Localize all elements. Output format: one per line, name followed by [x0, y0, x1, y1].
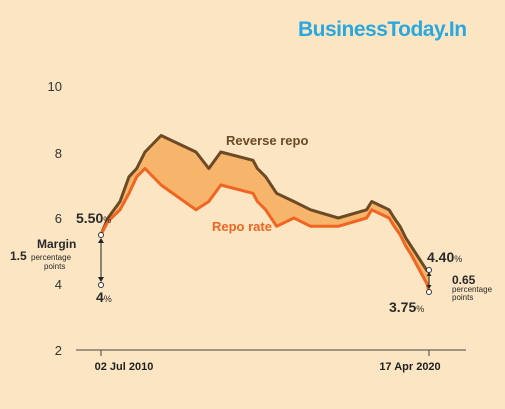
margin-area — [101, 135, 429, 293]
y-tick-10: 10 — [48, 79, 62, 94]
margin-start-title: Margin — [37, 237, 76, 251]
x-tick-end: 17 Apr 2020 — [379, 361, 440, 373]
marker-start-top — [98, 232, 104, 238]
margin-end-arrowhead-down — [426, 285, 432, 289]
y-tick-2: 2 — [55, 343, 62, 358]
marker-start-bottom — [98, 282, 104, 288]
series-label-reverse-repo: Reverse repo — [226, 133, 308, 148]
margin-start-unit-line2: points — [44, 262, 65, 271]
marker-end-top — [426, 267, 432, 273]
margin-start-unit-line1: percentage — [31, 253, 72, 262]
line-upper — [99, 134, 429, 273]
y-tick-8: 8 — [55, 146, 62, 161]
y-tick-6: 6 — [55, 211, 62, 226]
series-label-repo-rate: Repo rate — [212, 219, 272, 234]
x-tick-start: 02 Jul 2010 — [95, 361, 154, 373]
margin-start-value: 1.5 — [10, 249, 27, 263]
brand-logo: BusinessToday.In — [298, 18, 467, 41]
margin-start-arrowhead-up — [98, 238, 104, 243]
start-bottom-value: 4% — [96, 289, 112, 305]
margin-end-arrowhead-up — [426, 272, 432, 276]
end-bottom-value: 3.75% — [389, 299, 424, 315]
margin-end-unit-line2: points — [452, 293, 473, 302]
end-top-value: 4.40% — [427, 249, 462, 265]
marker-end-bottom — [426, 289, 432, 295]
margin-end-value: 0.65 — [452, 273, 476, 287]
margin-start-arrowhead-down — [98, 277, 104, 282]
start-top-value: 5.50% — [76, 210, 111, 226]
line-lower — [99, 167, 431, 293]
y-tick-4: 4 — [55, 277, 62, 292]
margin-end-unit-line1: percentage — [452, 285, 493, 294]
